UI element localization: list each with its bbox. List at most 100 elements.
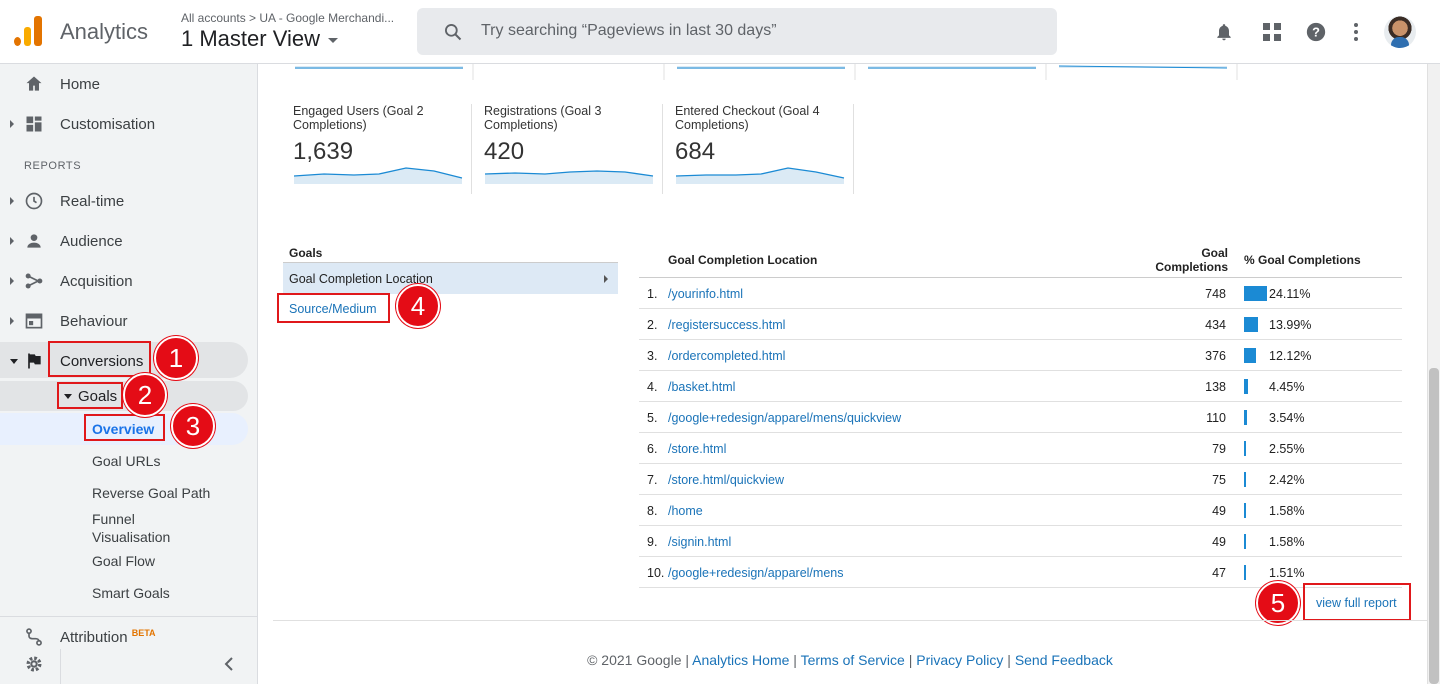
sidebar-item-customisation[interactable]: Customisation [0,104,257,144]
main-content [259,64,1427,684]
sidebar-item-home[interactable]: Home [0,64,257,104]
sidebar-item-funnel-visualisation[interactable]: Funnel Visualisation [92,511,171,545]
sidebar-item-conversions[interactable]: Conversions [0,341,257,381]
col-header-completions[interactable]: Goal Completions [1155,246,1228,274]
help-icon[interactable]: ? [1304,20,1328,44]
location-link[interactable]: /google+redesign/apparel/mens [668,566,844,580]
callout-badge: 2 [123,373,167,417]
percent-value: 12.12% [1269,349,1312,363]
completions-value: 138 [1205,380,1226,394]
location-link[interactable]: /google+redesign/apparel/mens/quickview [668,411,902,425]
view-full-report-link[interactable]: view full report [1316,596,1397,610]
sidebar-footer: Attribution BETA [0,616,257,684]
sidebar-item-audience[interactable]: Audience [0,221,257,261]
location-link[interactable]: /store.html [668,442,727,456]
account-breadcrumb[interactable]: All accounts > UA - Google Merchandi... [181,11,395,25]
sidebar-item-label: Behaviour [60,312,128,330]
attribution-label: Attribution [60,629,128,646]
row-index: 8. [647,504,658,518]
search-input[interactable] [481,17,1041,45]
sidebar-item-reverse-goal-path[interactable]: Reverse Goal Path [92,485,211,501]
col-header-location[interactable]: Goal Completion Location [668,253,818,267]
footer-separator: | [1007,652,1011,668]
home-icon [26,76,42,91]
table-row: 5. /google+redesign/apparel/mens/quickvie… [639,402,1402,433]
row-index: 1. [647,287,658,301]
person-icon [27,234,41,248]
table-row: 10./google+redesign/apparel/mens 47 1.51% [639,557,1402,588]
search-box[interactable] [417,8,1057,55]
sidebar-item-label: Conversions [60,352,144,370]
location-link[interactable]: /registersuccess.html [668,318,786,332]
sidebar-item-label: Goals [78,387,118,405]
callout-badge: 4 [396,284,440,328]
sidebar-item-goals[interactable]: Goals [0,377,257,415]
chevron-down-icon [64,393,72,399]
collapse-chevron-icon[interactable] [222,657,236,671]
location-link[interactable]: /signin.html [668,535,732,549]
window-icon [25,313,43,329]
conversions-highlight [0,342,248,378]
bell-icon[interactable] [1212,20,1236,44]
sparkline [676,167,845,184]
table-row: 7. /store.html/quickview 75 2.42% [639,464,1402,495]
analytics-logo-icon[interactable] [14,16,44,46]
copyright: © 2021 Google | [587,652,690,668]
top-bar: Analytics All accounts > UA - Google Mer… [0,0,1440,64]
sidebar-item-goal-flow[interactable]: Goal Flow [92,553,156,569]
sidebar-item-acquisition[interactable]: Acquisition [0,261,257,301]
clock-icon [25,192,43,210]
footer-link-privacy[interactable]: Privacy Policy [916,652,1004,668]
source-medium-link[interactable]: Source/Medium [289,302,377,316]
col-header-percent[interactable]: % Goal Completions [1244,253,1361,267]
sidebar-item-overview[interactable]: Overview [92,421,155,437]
option-label: Goal Completion Location [289,272,433,286]
goal-card-value: 684 [675,138,716,165]
more-vert-icon[interactable] [1344,20,1368,44]
chevron-right-icon [10,237,14,245]
goal-card[interactable]: Registrations (Goal 3 Completions) 420 [473,104,663,194]
table-row: 2. /registersuccess.html 434 13.99% [639,309,1402,340]
completions-value: 49 [1212,535,1226,549]
sidebar-item-attribution[interactable]: Attribution BETA [0,617,257,657]
location-link[interactable]: /yourinfo.html [668,287,744,301]
scrollbar-thumb[interactable] [1429,368,1439,684]
location-link[interactable]: /ordercompleted.html [668,349,786,363]
sidebar-item-smart-goals[interactable]: Smart Goals [92,585,170,601]
footer-link-analytics-home[interactable]: Analytics Home [692,652,790,668]
footer-link-feedback[interactable]: Send Feedback [1014,652,1113,668]
table-row: 9. /signin.html 49 1.58% [639,526,1402,557]
percent-bar [1244,534,1246,549]
view-selector[interactable]: 1 Master View [181,26,338,52]
location-link[interactable]: /home [668,504,703,518]
sidebar-item-behaviour[interactable]: Behaviour [0,301,257,341]
row-index: 9. [647,535,658,549]
goal-card-value: 1,639 [293,138,354,165]
sidebar-item-label: Attribution BETA [60,628,156,646]
footer-link-terms[interactable]: Terms of Service [800,652,905,668]
callout-badge: 5 [1256,581,1300,625]
location-link[interactable]: /basket.html [668,380,736,394]
goal-card[interactable]: Entered Checkout (Goal 4 Completions) 68… [664,104,854,194]
avatar[interactable] [1384,16,1416,48]
sidebar-item-label: Home [60,75,101,93]
callout-box-conversions [48,341,151,377]
completions-value: 75 [1212,473,1226,487]
table-row: 4. /basket.html 138 4.45% [639,371,1402,402]
sidebar-item-realtime[interactable]: Real-time [0,181,257,221]
gear-icon[interactable] [24,654,44,674]
sidebar-item-label: Audience [60,232,123,250]
apps-icon[interactable] [1260,20,1284,44]
chevron-right-icon [10,197,14,205]
goal-card[interactable]: Engaged Users (Goal 2 Completions) 1,639 [282,104,472,194]
location-link[interactable]: /store.html/quickview [668,473,785,487]
percent-bar [1244,503,1246,518]
goal-completion-location-option[interactable]: Goal Completion Location [283,263,618,294]
chevron-right-icon [604,275,608,283]
percent-bar [1244,565,1246,580]
sidebar-item-goal-urls[interactable]: Goal URLs [92,453,161,469]
goal-card-title: Registrations (Goal 3 Completions) [484,104,602,132]
app-brand: Analytics [60,19,149,44]
callout-box-view-full-report [1303,583,1411,621]
table-row: 1. /yourinfo.html 748 24.11% [639,278,1402,309]
